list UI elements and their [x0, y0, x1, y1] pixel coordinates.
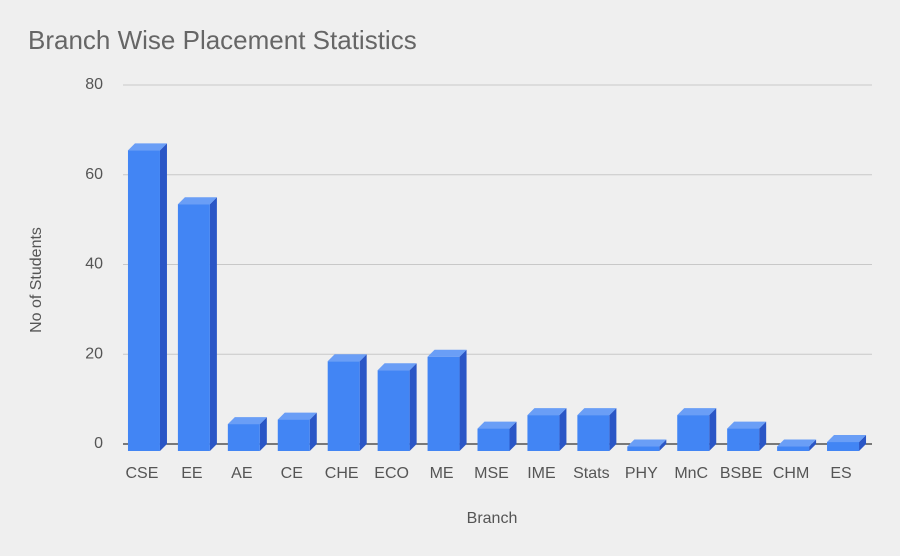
bar-top — [777, 439, 817, 447]
bar-top — [627, 439, 667, 447]
x-axis-label: Branch — [467, 510, 518, 527]
bar — [227, 424, 260, 451]
y-axis-label: No of Students — [28, 227, 45, 333]
x-tick-label: ES — [830, 465, 851, 482]
bar-side — [659, 439, 667, 451]
bar-top — [277, 412, 317, 420]
bar-top — [327, 354, 367, 362]
bar — [277, 419, 310, 451]
bar — [327, 361, 360, 451]
bar-top — [427, 349, 467, 357]
bar-top — [127, 143, 167, 151]
bar-side — [609, 408, 617, 451]
x-tick-label: CHM — [773, 465, 809, 482]
bar-side — [709, 408, 717, 451]
bar-side — [759, 421, 767, 451]
x-tick-label: AE — [231, 465, 252, 482]
y-tick-label: 60 — [85, 166, 103, 183]
bar-top — [177, 197, 217, 205]
bar — [127, 150, 160, 451]
bar — [727, 428, 760, 451]
bar-side — [159, 143, 167, 451]
x-tick-label: ME — [430, 465, 454, 482]
x-tick-label: Stats — [573, 465, 609, 482]
x-tick-label: ECO — [374, 465, 409, 482]
y-tick-label: 20 — [85, 345, 103, 362]
bar — [777, 446, 810, 451]
bar — [377, 370, 410, 451]
x-tick-label: MSE — [474, 465, 509, 482]
bar — [577, 415, 610, 451]
bar-side — [809, 439, 817, 451]
chart-title: Branch Wise Placement Statistics — [28, 25, 417, 55]
bar — [827, 442, 860, 451]
y-tick-label: 80 — [85, 76, 103, 93]
bar-side — [409, 363, 417, 451]
bar — [477, 428, 510, 451]
bar-side — [209, 197, 217, 451]
bar-side — [259, 417, 267, 451]
y-tick-label: 40 — [85, 256, 103, 273]
x-tick-label: BSBE — [720, 465, 763, 482]
bar-side — [459, 349, 467, 451]
x-tick-label: IME — [527, 465, 555, 482]
bar — [427, 356, 460, 451]
bar-top — [227, 417, 267, 425]
bar-top — [477, 421, 517, 429]
bar-top — [827, 435, 867, 443]
bar — [677, 415, 710, 451]
bar-top — [727, 421, 767, 429]
x-tick-label: CHE — [325, 465, 359, 482]
bar-top — [527, 408, 567, 416]
bar-side — [859, 435, 867, 451]
bar-top — [377, 363, 417, 371]
bar-side — [559, 408, 567, 451]
bar-top — [677, 408, 717, 416]
x-tick-label: EE — [181, 465, 202, 482]
y-tick-label: 0 — [94, 435, 103, 452]
bar — [527, 415, 560, 451]
bar-side — [509, 421, 517, 451]
bar-side — [359, 354, 367, 451]
bar-side — [309, 412, 317, 451]
x-tick-label: CE — [281, 465, 303, 482]
bar — [177, 204, 210, 451]
x-tick-label: MnC — [674, 465, 708, 482]
bar — [627, 446, 660, 451]
x-tick-label: CSE — [126, 465, 159, 482]
x-tick-label: PHY — [625, 465, 658, 482]
bar-top — [577, 408, 617, 416]
